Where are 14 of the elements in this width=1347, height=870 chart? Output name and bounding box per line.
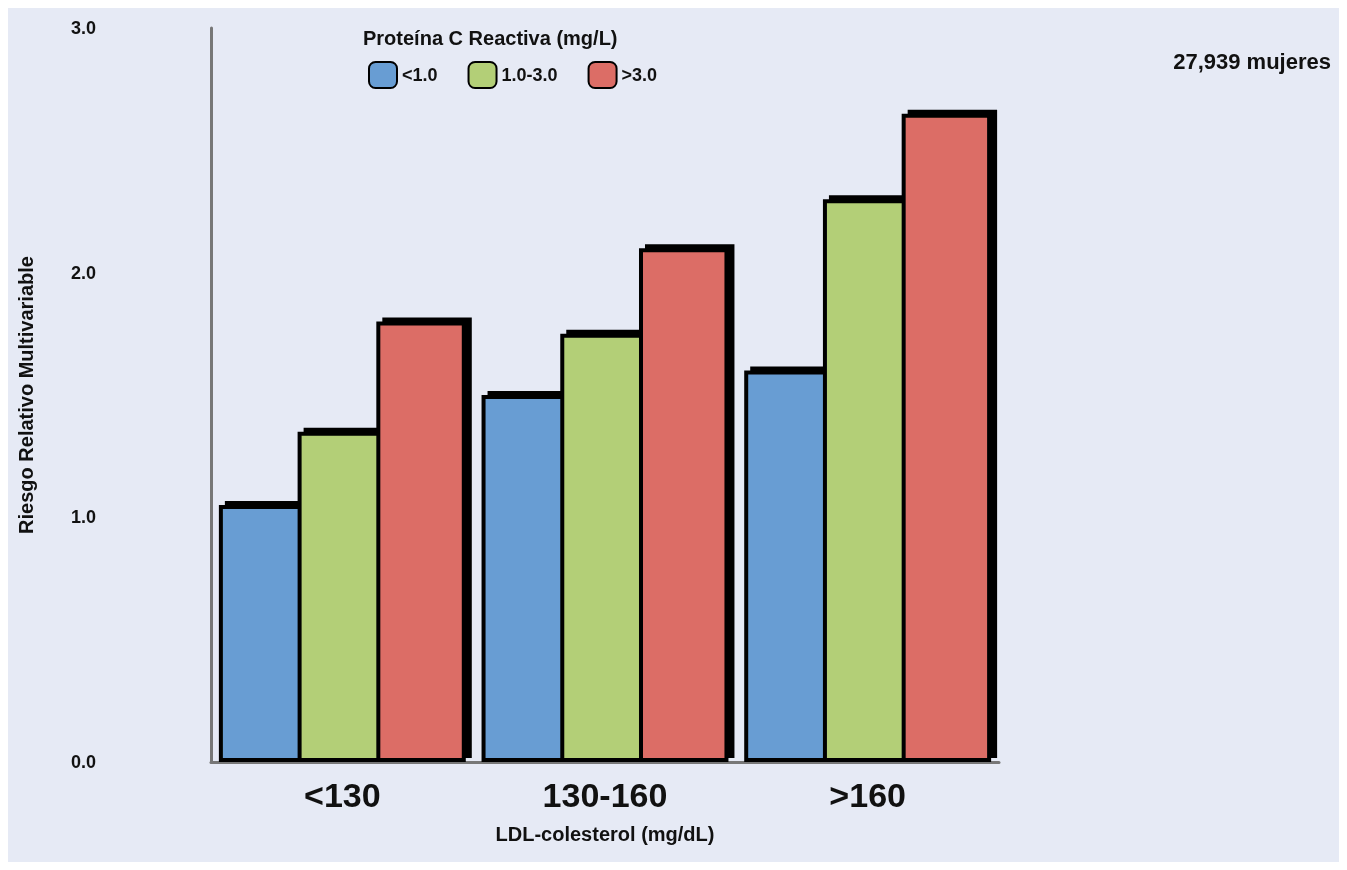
y-axis-title: Riesgo Relativo Multivariable (15, 256, 37, 534)
x-tick-label: 130-160 (542, 776, 668, 814)
x-tick-label: <130 (304, 776, 381, 814)
legend-label: >3.0 (621, 65, 658, 85)
legend-title: Proteína C Reactiva (mg/L) (363, 27, 618, 49)
legend-label: 1.0-3.0 (501, 65, 558, 85)
text: 27,939 mujeres (1173, 48, 1331, 74)
y-tick-label: 0.0 (71, 752, 97, 772)
y-tick-label: 1.0 (71, 507, 97, 528)
y-tick-label: 2.0 (71, 262, 97, 283)
legend-label: <1.0 (402, 65, 438, 85)
y-tick-label: 3.0 (71, 18, 97, 38)
x-tick-label: >160 (829, 776, 906, 814)
x-axis-title: LDL-colesterol (mg/dL) (495, 823, 715, 845)
